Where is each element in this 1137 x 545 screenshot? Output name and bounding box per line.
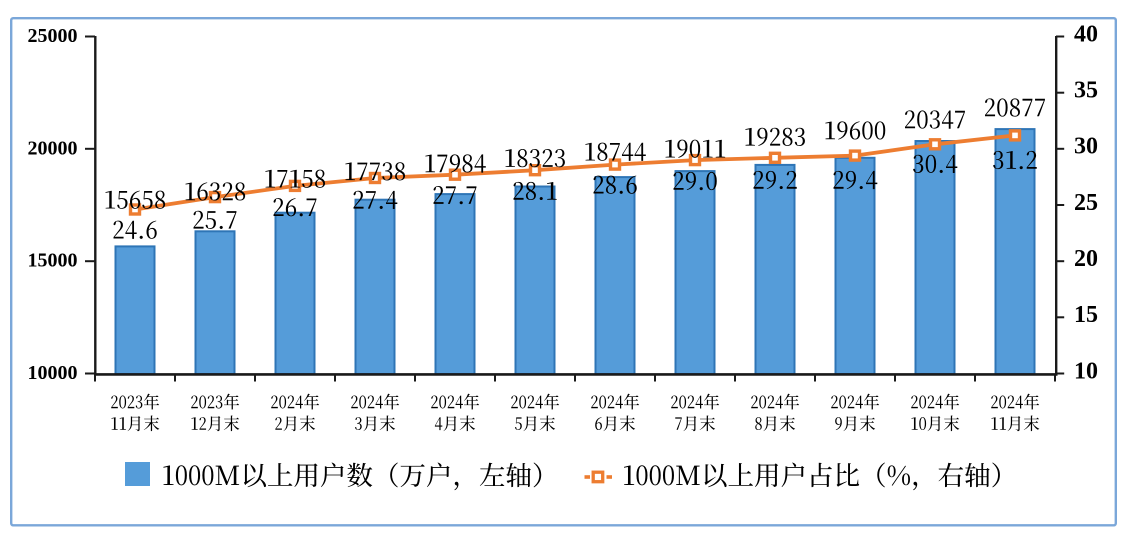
svg-text:35: 35 (1074, 78, 1098, 104)
svg-text:10000: 10000 (28, 362, 78, 384)
svg-text:10: 10 (1074, 358, 1098, 384)
svg-text:20: 20 (1074, 246, 1098, 272)
svg-text:30: 30 (1074, 134, 1098, 160)
svg-text:20000: 20000 (28, 137, 78, 159)
svg-text:15000: 15000 (28, 250, 78, 272)
svg-text:25: 25 (1074, 190, 1098, 216)
svg-text:25000: 25000 (28, 25, 78, 47)
svg-text:40: 40 (1074, 21, 1098, 47)
svg-text:15: 15 (1074, 302, 1098, 328)
